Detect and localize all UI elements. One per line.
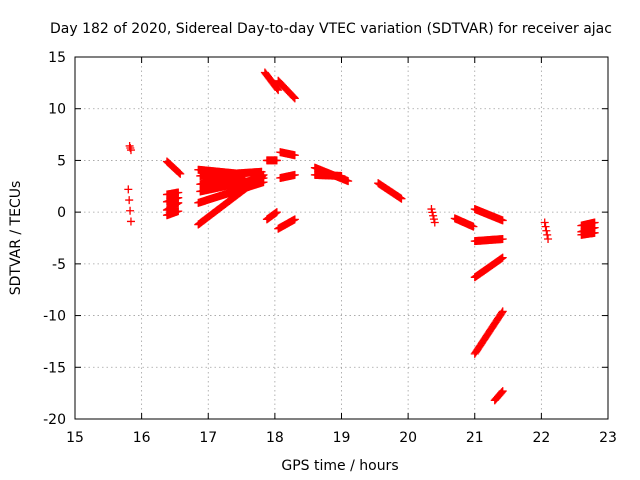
data-point xyxy=(175,169,184,178)
data-point xyxy=(126,144,135,153)
data-point xyxy=(290,93,299,102)
data-point xyxy=(590,218,599,227)
data-point xyxy=(125,141,134,150)
data-point xyxy=(290,170,299,179)
y-tick-label: -15 xyxy=(43,360,66,376)
data-point xyxy=(590,228,599,237)
y-tick-label: -5 xyxy=(52,257,66,273)
data-point xyxy=(174,207,183,216)
y-tick-label: 5 xyxy=(57,153,66,169)
y-axis-label: SDTVAR / TECUs xyxy=(8,181,24,296)
data-point xyxy=(469,222,478,231)
plot-frame xyxy=(74,56,609,420)
data-point xyxy=(344,177,353,186)
data-points xyxy=(124,68,599,405)
x-tick-label: 15 xyxy=(66,430,84,446)
data-point xyxy=(125,196,134,205)
data-point xyxy=(498,253,507,262)
x-tick-label: 23 xyxy=(599,430,617,446)
data-point xyxy=(272,208,281,217)
y-tick-label: -20 xyxy=(43,412,66,428)
data-point xyxy=(541,222,550,231)
data-point xyxy=(542,226,551,235)
data-point xyxy=(126,217,135,226)
x-tick-label: 17 xyxy=(199,430,217,446)
data-point xyxy=(124,185,133,194)
x-tick-label: 16 xyxy=(133,430,151,446)
data-point xyxy=(273,85,282,94)
data-point xyxy=(126,206,135,215)
x-tick-label: 20 xyxy=(399,430,417,446)
data-point xyxy=(289,92,298,101)
y-tick-label: 15 xyxy=(48,50,66,66)
data-point xyxy=(540,218,549,227)
data-point xyxy=(498,216,507,225)
x-tick-label: 21 xyxy=(466,430,484,446)
data-point xyxy=(429,215,438,224)
x-axis-label: GPS time / hours xyxy=(281,458,398,474)
data-point xyxy=(498,235,507,244)
data-point xyxy=(428,208,437,217)
data-point xyxy=(257,172,266,181)
data-point xyxy=(427,205,436,214)
data-point xyxy=(174,168,183,177)
data-point xyxy=(176,169,185,178)
x-tick-label: 22 xyxy=(532,430,550,446)
data-point xyxy=(498,307,507,316)
data-point xyxy=(430,218,439,227)
grid-lines xyxy=(75,57,608,419)
data-point xyxy=(497,308,506,317)
x-tick-label: 19 xyxy=(333,430,351,446)
data-point xyxy=(126,146,135,155)
data-point xyxy=(497,388,506,397)
y-tick-label: -10 xyxy=(43,309,66,325)
data-point xyxy=(174,198,183,207)
data-point xyxy=(290,151,299,160)
axis-ticks: 15 16 17 18 19 20 21 22 23 -20 -15 -10 -5 0 5 10 15 xyxy=(43,50,617,446)
data-point xyxy=(544,235,553,244)
y-tick-label: 0 xyxy=(57,205,66,221)
data-point xyxy=(498,387,507,396)
data-point xyxy=(290,94,299,103)
data-point xyxy=(272,156,281,165)
data-point xyxy=(274,86,283,95)
data-point xyxy=(397,194,406,203)
data-point xyxy=(543,230,552,239)
data-point xyxy=(429,211,438,220)
data-point xyxy=(290,215,299,224)
chart-title: Day 182 of 2020, Sidereal Day-to-day VTE… xyxy=(50,21,612,37)
y-tick-label: 10 xyxy=(48,102,66,118)
data-point xyxy=(497,388,506,397)
x-tick-label: 18 xyxy=(266,430,284,446)
data-point xyxy=(337,171,346,180)
